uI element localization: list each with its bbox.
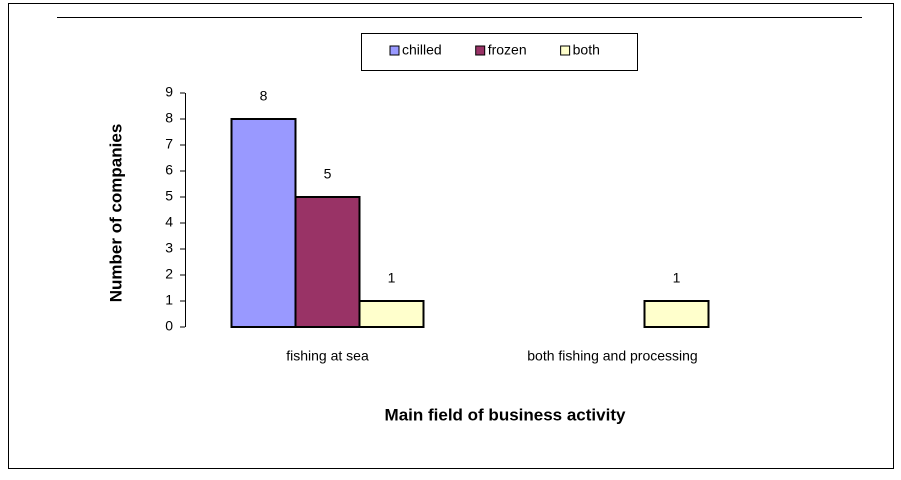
y-tick-label: 8 xyxy=(165,110,173,126)
y-axis-title: Number of companies xyxy=(106,124,125,303)
legend-swatch xyxy=(560,45,571,56)
bar xyxy=(358,300,425,328)
y-tick-label: 5 xyxy=(165,188,173,204)
data-label: 8 xyxy=(260,88,268,104)
frame xyxy=(8,3,894,469)
y-tick-label: 7 xyxy=(165,136,173,152)
data-label: 1 xyxy=(388,270,396,286)
y-tick-label: 4 xyxy=(165,214,173,230)
x-tick-label: fishing at sea xyxy=(286,348,369,364)
y-tick-label: 6 xyxy=(165,162,173,178)
bar xyxy=(230,118,297,328)
legend xyxy=(361,33,638,71)
y-tick-label: 0 xyxy=(165,318,173,334)
y-tick-label: 1 xyxy=(165,292,173,308)
y-tick-label: 9 xyxy=(165,84,173,100)
x-tick-label: both fishing and processing xyxy=(527,348,697,364)
data-label: 1 xyxy=(673,270,681,286)
legend-swatch xyxy=(389,45,400,56)
bar xyxy=(643,300,710,328)
x-axis-title: Main field of business activity xyxy=(385,405,626,424)
y-tick-label: 2 xyxy=(165,266,173,282)
data-label: 5 xyxy=(324,166,332,182)
legend-label: frozen xyxy=(488,42,527,58)
legend-label: both xyxy=(573,42,600,58)
y-tick-label: 3 xyxy=(165,240,173,256)
legend-swatch xyxy=(475,45,486,56)
legend-label: chilled xyxy=(402,42,442,58)
bar xyxy=(294,196,361,328)
